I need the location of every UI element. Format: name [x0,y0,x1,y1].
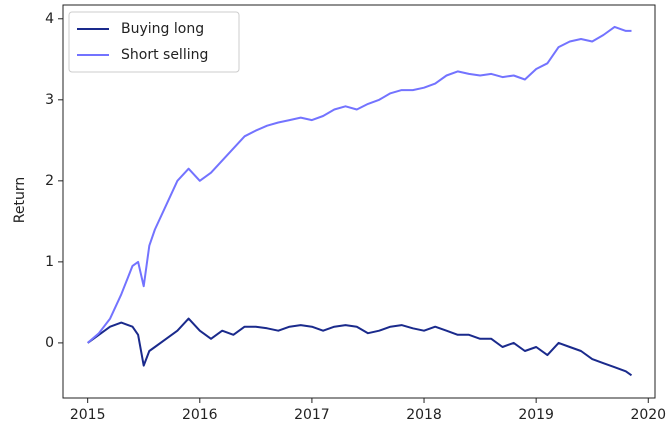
x-tick-label: 2020 [630,407,666,423]
x-tick-label: 2016 [182,407,218,423]
y-axis-label: Return [12,177,28,223]
y-tick-label: 2 [45,173,54,189]
legend-box [68,11,240,73]
x-tick-label: 2018 [406,407,442,423]
y-tick-label: 3 [45,92,54,108]
y-tick-label: 1 [45,254,54,270]
plot-frame [62,4,656,399]
x-tick-label: 2015 [70,407,106,423]
legend-label: Buying long [121,21,204,37]
line-series [87,25,632,344]
y-tick-label: 0 [45,335,54,351]
line-series [87,317,633,377]
legend: Buying long Short selling [68,11,240,73]
x-tick-label: 2019 [518,407,554,423]
x-tick-label: 2017 [294,407,330,423]
legend-label: Short selling [121,47,208,63]
y-tick-label: 4 [45,11,54,27]
